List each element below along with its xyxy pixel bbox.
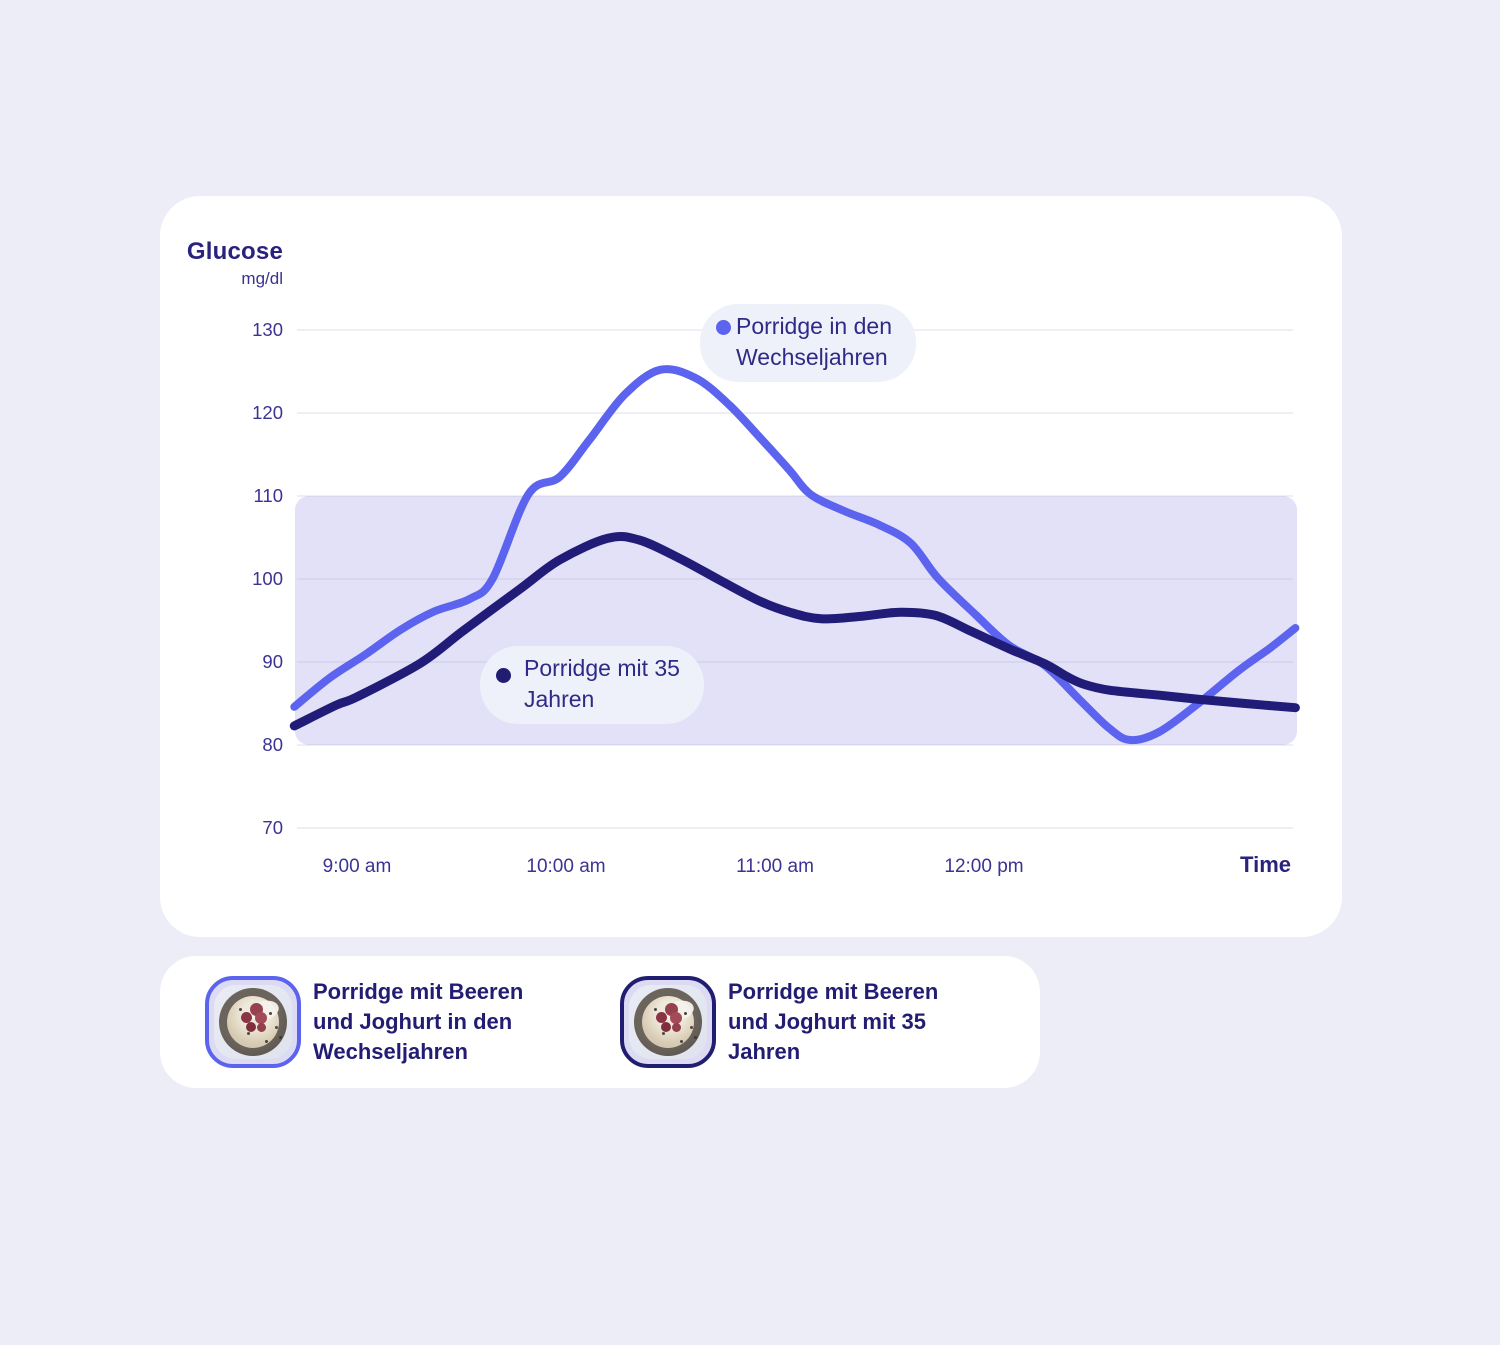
porridge-photo: [214, 985, 292, 1059]
y-axis-title: Glucose mg/dl: [160, 238, 283, 289]
berry-icon: [255, 1012, 267, 1024]
y-tick-label: 130: [252, 319, 283, 340]
annotation-age35: Porridge mit 35 Jahren: [480, 646, 704, 724]
y-tick-label: 120: [252, 402, 283, 423]
bowl-icon: [634, 988, 702, 1056]
x-tick-label: 11:00 am: [736, 856, 814, 877]
y-tick-label: 110: [254, 485, 284, 506]
y-tick-label: 100: [252, 568, 283, 589]
porridge-thumbnail-age35: [620, 976, 716, 1068]
berry-icon: [241, 1012, 252, 1023]
series-menopause-line: [290, 365, 1300, 745]
annotation-age35-label: Porridge mit 35 Jahren: [524, 655, 680, 712]
berry-icon: [246, 1022, 256, 1032]
x-tick-label: 9:00 am: [323, 856, 392, 877]
legend-card: Porridge mit Beeren und Joghurt in den W…: [160, 956, 1040, 1088]
x-axis-title: Time: [1240, 852, 1291, 877]
berry-icon: [661, 1022, 671, 1032]
annotation-menopause: Porridge in den Wechseljahren: [700, 304, 916, 382]
berry-icon: [670, 1012, 682, 1024]
x-tick-label: 10:00 am: [526, 856, 605, 877]
target-range-band: [295, 496, 1297, 745]
y-axis-unit: mg/dl: [241, 269, 283, 288]
y-tick-label: 90: [262, 651, 283, 672]
glucose-chart-card: Glucose mg/dl 130 120 110 100 90 80 70 9:00 am 1…: [160, 196, 1342, 937]
berry-icon: [656, 1012, 667, 1023]
y-tick-label: 70: [262, 817, 283, 838]
porridge-photo: [629, 985, 707, 1059]
bowl-icon: [219, 988, 287, 1056]
y-axis-title-text: Glucose: [186, 238, 283, 265]
legend-label-menopause: Porridge mit Beeren und Joghurt in den W…: [313, 979, 524, 1064]
annotation-menopause-label: Porridge in den Wechseljahren: [736, 313, 892, 370]
x-tick-label: 12:00 pm: [944, 856, 1023, 877]
age35-series-dot-icon: [496, 668, 511, 683]
legend-item-age35: Porridge mit Beeren und Joghurt mit 35 J…: [620, 976, 938, 1068]
menopause-series-dot-icon: [716, 320, 731, 335]
series-age35-line: [289, 531, 1300, 731]
berry-icon: [672, 1023, 681, 1032]
berry-icon: [257, 1023, 266, 1032]
legend-label-age35: Porridge mit Beeren und Joghurt mit 35 J…: [728, 979, 939, 1064]
y-tick-label: 80: [262, 734, 283, 755]
porridge-thumbnail-menopause: [205, 976, 301, 1068]
legend-item-menopause: Porridge mit Beeren und Joghurt in den W…: [205, 976, 523, 1068]
